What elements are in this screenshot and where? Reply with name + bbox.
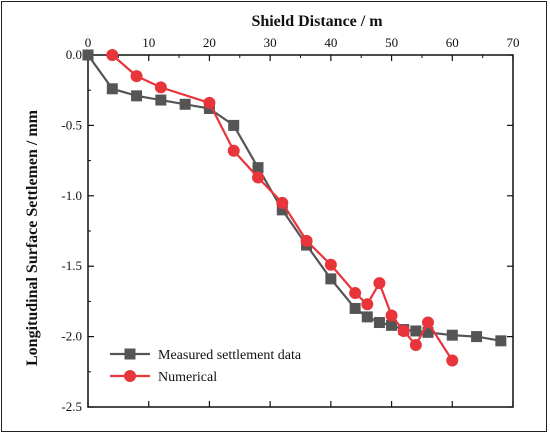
data-point bbox=[349, 302, 361, 314]
data-point bbox=[227, 144, 240, 157]
data-point bbox=[324, 258, 337, 271]
legend-label: Measured settlement data bbox=[158, 348, 302, 363]
data-point bbox=[252, 171, 264, 184]
data-point bbox=[397, 324, 410, 337]
data-point bbox=[276, 204, 288, 216]
data-point bbox=[154, 81, 167, 94]
x-tick-label: 30 bbox=[264, 35, 277, 50]
data-point bbox=[106, 49, 119, 61]
data-point bbox=[82, 49, 94, 61]
x-tick-label: 0 bbox=[85, 35, 92, 50]
data-point bbox=[410, 325, 422, 337]
series-measured bbox=[82, 49, 507, 347]
data-point bbox=[228, 119, 240, 131]
data-point bbox=[130, 70, 143, 83]
y-tick-label: 0.0 bbox=[66, 47, 82, 62]
x-axis-title: Shield Distance / m bbox=[251, 13, 383, 30]
data-point bbox=[349, 286, 362, 299]
data-point bbox=[361, 311, 373, 323]
legend-item: Numerical bbox=[110, 370, 217, 385]
data-point bbox=[446, 354, 459, 367]
data-point bbox=[106, 83, 118, 95]
data-point bbox=[203, 96, 216, 109]
y-tick-label: -2.5 bbox=[61, 399, 82, 414]
legend: Measured settlement data Numerical bbox=[110, 348, 302, 385]
series-numerical bbox=[106, 49, 459, 367]
data-point bbox=[386, 319, 398, 331]
data-point bbox=[495, 335, 507, 347]
data-point bbox=[252, 162, 264, 174]
data-point bbox=[300, 234, 313, 247]
data-point bbox=[471, 331, 483, 343]
x-axis-ticks: 0 10 20 30 40 50 60 70 bbox=[85, 35, 520, 407]
data-point bbox=[422, 316, 434, 329]
data-point bbox=[373, 277, 386, 290]
data-point bbox=[131, 90, 143, 102]
data-point bbox=[409, 339, 422, 352]
data-point bbox=[422, 326, 434, 338]
y-axis-title: Longitudinal Surface Settlemen / mm bbox=[24, 109, 41, 366]
x-tick-label: 10 bbox=[142, 35, 155, 50]
x-tick-label: 40 bbox=[324, 35, 337, 50]
series-layer bbox=[82, 49, 507, 367]
data-point bbox=[179, 98, 191, 110]
legend-marker bbox=[124, 370, 136, 382]
legend-item: Measured settlement data bbox=[110, 348, 302, 363]
data-point bbox=[361, 298, 374, 311]
x-tick-label: 50 bbox=[385, 35, 398, 50]
y-tick-label: -1.5 bbox=[61, 258, 82, 273]
y-tick-label: -1.0 bbox=[61, 188, 82, 203]
series-line bbox=[87, 54, 502, 342]
data-point bbox=[155, 94, 167, 106]
data-point bbox=[385, 309, 398, 322]
y-tick-label: -2.0 bbox=[61, 329, 82, 344]
data-point bbox=[373, 317, 385, 329]
y-tick-label: -0.5 bbox=[61, 117, 82, 132]
legend-label: Numerical bbox=[158, 370, 217, 385]
data-point bbox=[446, 329, 458, 341]
data-point bbox=[325, 273, 337, 285]
y-axis-ticks: 0.0 -0.5 -1.0 -1.5 -2.0 -2.5 bbox=[61, 47, 513, 414]
x-tick-label: 60 bbox=[446, 35, 459, 50]
x-tick-label: 70 bbox=[507, 35, 520, 50]
legend-marker bbox=[124, 348, 136, 360]
data-point bbox=[276, 196, 289, 209]
x-tick-label: 20 bbox=[203, 35, 216, 50]
